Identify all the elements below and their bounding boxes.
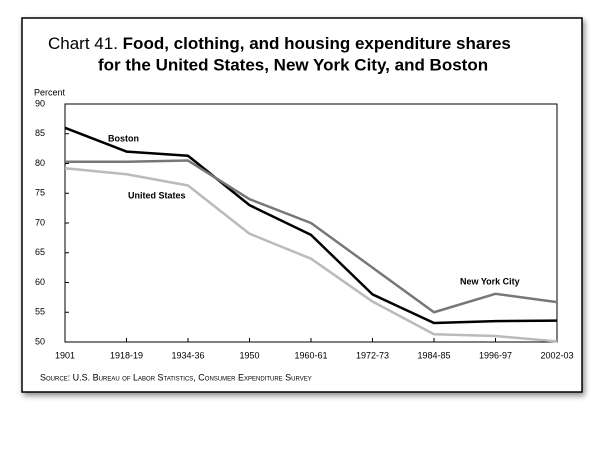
y-tick-label: 60	[35, 277, 45, 287]
series-line	[64, 126, 558, 325]
y-tick-label: 80	[35, 158, 45, 168]
series-line	[65, 159, 558, 314]
y-tick-label: 75	[35, 188, 45, 198]
y-tick-label: 85	[35, 128, 45, 138]
x-tick-label: 1960-61	[294, 350, 327, 360]
y-tick-label: 55	[35, 307, 45, 317]
title-line2: for the United States, New York City, an…	[98, 55, 488, 74]
x-tick-label: 1934-36	[171, 350, 204, 360]
y-tick-label: 50	[35, 336, 45, 346]
y-tick-label: 90	[35, 98, 45, 108]
x-tick-label: 1901	[55, 350, 75, 360]
x-tick-label: 1950	[239, 350, 259, 360]
x-tick-label: 1984-85	[417, 350, 450, 360]
x-tick-label: 1996-97	[479, 350, 512, 360]
x-tick-label: 2002-03	[540, 350, 573, 360]
chart-title: Chart 41. Food, clothing, and housing ex…	[48, 34, 511, 53]
series-line	[64, 167, 558, 343]
x-tick-label: 1918-19	[110, 350, 143, 360]
series-label: New York City	[460, 276, 520, 286]
x-tick-label: 1972-73	[356, 350, 389, 360]
title-main: Food, clothing, and housing expenditure …	[123, 34, 511, 53]
source: Source: U.S. Bureau of Labor Statistics,…	[40, 372, 312, 382]
y-axis-label: Percent	[34, 87, 66, 97]
series-label: Boston	[108, 133, 139, 143]
frame	[21, 17, 583, 393]
y-tick-label: 70	[35, 217, 45, 227]
series-label: United States	[128, 190, 186, 200]
y-tick-label: 65	[35, 247, 45, 257]
title-prefix: Chart 41.	[48, 34, 118, 53]
